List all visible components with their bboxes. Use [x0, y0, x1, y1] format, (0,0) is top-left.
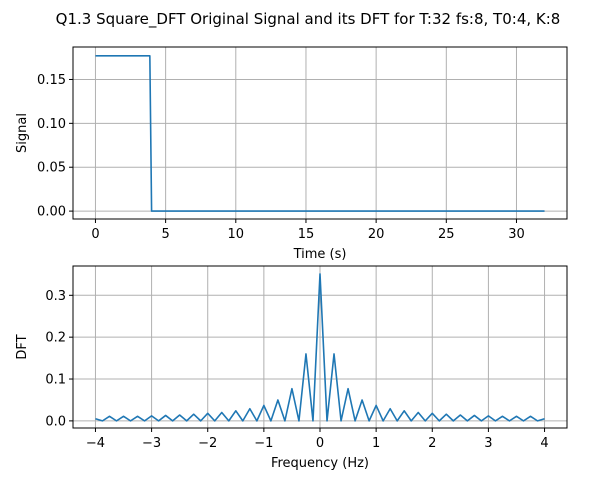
time-signal-line: [95, 54, 545, 212]
dft-x-tick-label: −1: [254, 436, 273, 451]
time-grid: [73, 47, 567, 219]
time-x-tick-label: 20: [368, 227, 385, 242]
time-x-tick-label: 5: [161, 227, 169, 242]
dft-y-ticks: 0.0 0.1 0.2 0.3: [45, 289, 73, 429]
dft-x-tick-label: −4: [86, 436, 105, 451]
dft-x-tick-label: −3: [142, 436, 161, 451]
dft-x-ticks: −4 −3 −2 −1 0 1 2 3 4: [86, 428, 549, 451]
time-y-label: Signal: [15, 113, 30, 153]
time-x-label: Time (s): [293, 247, 347, 262]
time-x-ticks: 0 5 10 15 20 25 30: [91, 219, 525, 242]
dft-magnitude-line: [95, 273, 545, 422]
time-y-tick-label: 0.10: [37, 117, 66, 132]
time-x-tick-label: 15: [298, 227, 315, 242]
figure-title: Q1.3 Square_DFT Original Signal and its …: [56, 10, 561, 29]
dft-y-tick-label: 0.1: [45, 373, 66, 388]
time-x-tick-label: 25: [438, 227, 455, 242]
dft-x-tick-label: −2: [198, 436, 217, 451]
time-axes-frame: [72, 46, 568, 220]
time-y-tick-label: 0.15: [37, 73, 66, 88]
dft-y-tick-label: 0.3: [45, 289, 66, 304]
time-signal-axes: 0 5 10 15 20 25 30 0.00 0.05 0.10 0.15 Time (s) S…: [15, 46, 568, 262]
dft-y-label: DFT: [15, 334, 30, 359]
dft-x-tick-label: 3: [484, 436, 492, 451]
dft-y-tick-label: 0.2: [45, 331, 66, 346]
dft-x-tick-label: 0: [316, 436, 324, 451]
dft-x-label: Frequency (Hz): [271, 456, 369, 471]
dft-y-tick-label: 0.0: [45, 414, 66, 429]
time-y-tick-label: 0.00: [37, 205, 66, 220]
dft-grid: [73, 266, 567, 428]
time-y-ticks: 0.00 0.05 0.10 0.15: [37, 73, 73, 220]
dft-x-tick-label: 1: [372, 436, 380, 451]
dft-axes: −4 −3 −2 −1 0 1 2 3 4 0.0 0.1 0.2 0.3 Frequency (Hz…: [15, 265, 568, 471]
time-x-tick-label: 10: [228, 227, 245, 242]
dft-x-tick-label: 2: [428, 436, 436, 451]
dft-x-tick-label: 4: [540, 436, 548, 451]
time-y-tick-label: 0.05: [37, 161, 66, 176]
time-x-tick-label: 30: [508, 227, 525, 242]
time-x-tick-label: 0: [91, 227, 99, 242]
